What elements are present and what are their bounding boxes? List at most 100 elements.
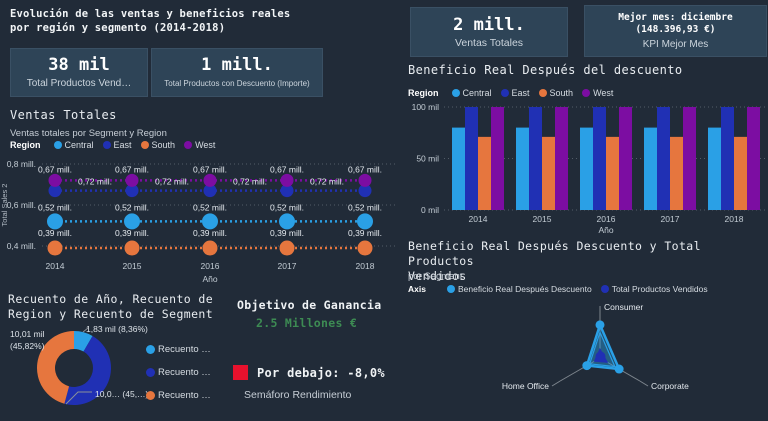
chart-text: 0,52 mill.: [348, 202, 382, 212]
bar-East-2015[interactable]: [529, 107, 542, 210]
data-point-Central[interactable]: [357, 213, 373, 230]
data-point-East[interactable]: [48, 184, 62, 198]
data-point-South[interactable]: [47, 240, 63, 256]
data-point-Central[interactable]: [47, 213, 63, 230]
south-swatch-icon: [140, 141, 149, 149]
bar-Central-2018[interactable]: [708, 127, 721, 210]
data-point-East[interactable]: [358, 184, 372, 198]
bar-Central-2014[interactable]: [452, 127, 465, 210]
bar-South-2014[interactable]: [478, 136, 491, 210]
legend-label: Recuento …: [158, 367, 211, 378]
bar-Central-2017[interactable]: [644, 127, 657, 210]
data-point-West[interactable]: [358, 173, 372, 187]
kpi-value-line2: (148.396,93 €): [635, 24, 716, 35]
radar-point[interactable]: [614, 364, 624, 374]
bar-West-2015[interactable]: [555, 107, 568, 210]
legend-label: West: [195, 140, 216, 150]
chart-text: Año: [202, 274, 217, 284]
data-point-Central[interactable]: [279, 213, 295, 230]
radar-point[interactable]: [595, 320, 605, 330]
chart-text: 2017: [278, 261, 297, 271]
bar-South-2017[interactable]: [670, 136, 683, 210]
bar-East-2017[interactable]: [657, 107, 670, 210]
legend-item-productos[interactable]: Total Productos Vendidos: [600, 284, 708, 294]
bar-West-2017[interactable]: [683, 107, 696, 210]
bar-West-2018[interactable]: [747, 107, 760, 210]
line-chart-subtitle: Ventas totales por Segment y Region: [10, 128, 167, 139]
data-point-West[interactable]: [48, 173, 62, 187]
legend-item-west[interactable]: West: [582, 88, 613, 98]
legend-label: Central: [462, 88, 492, 98]
legend-item-east[interactable]: East: [102, 140, 132, 150]
data-point-West[interactable]: [203, 173, 217, 187]
goal-caption: Semáforo Rendimiento: [244, 389, 352, 401]
bar-East-2016[interactable]: [593, 107, 606, 210]
south-swatch-icon: [146, 391, 155, 400]
pie-label-central: 1,83 mil (8,36%): [86, 324, 148, 334]
legend-label: Recuento …: [158, 390, 211, 401]
central-swatch-icon: [146, 345, 155, 354]
bar-West-2014[interactable]: [491, 107, 504, 210]
data-point-Central[interactable]: [202, 213, 218, 230]
legend-item-west[interactable]: West: [184, 140, 215, 150]
data-point-East[interactable]: [125, 184, 139, 198]
legend-item-recuento-3[interactable]: Recuento …: [146, 390, 211, 401]
bar-South-2016[interactable]: [606, 136, 619, 210]
chart-text: 2014: [46, 261, 65, 271]
bar-East-2014[interactable]: [465, 107, 478, 210]
bar-South-2015[interactable]: [542, 136, 555, 210]
west-swatch-icon: [184, 141, 193, 149]
data-point-West[interactable]: [125, 173, 139, 187]
chart-text: Consumer: [604, 302, 643, 312]
legend-item-south[interactable]: South: [538, 88, 573, 98]
legend-label: Central: [64, 140, 94, 150]
radar-point[interactable]: [595, 351, 606, 362]
kpi-card-discount-products[interactable]: 1 mill. Total Productos con Descuento (I…: [151, 48, 323, 97]
chart-text: Corporate: [651, 381, 689, 391]
donut-chart[interactable]: [0, 322, 230, 421]
chart-text: 0,72 mill.: [233, 176, 267, 186]
chart-text: 0,67 mill.: [348, 165, 382, 175]
legend-item-recuento-2[interactable]: Recuento …: [146, 367, 211, 378]
kpi-card-total-sales[interactable]: 2 mill. Ventas Totales: [410, 7, 568, 57]
bar-East-2018[interactable]: [721, 107, 734, 210]
bar-West-2016[interactable]: [619, 107, 632, 210]
kpi-card-best-month[interactable]: Mejor mes: diciembre (148.396,93 €) KPI …: [584, 5, 767, 57]
chart-text: 2014: [469, 214, 488, 224]
pie-slice[interactable]: [74, 331, 93, 352]
data-point-East[interactable]: [203, 184, 217, 198]
data-point-East[interactable]: [280, 184, 294, 198]
pie-slice[interactable]: [64, 335, 111, 405]
legend-label: East: [113, 140, 132, 150]
legend-item-east[interactable]: East: [500, 88, 530, 98]
goal-value: 2.5 Millones €: [256, 316, 358, 330]
data-point-South[interactable]: [124, 240, 140, 256]
legend-item-south[interactable]: South: [140, 140, 175, 150]
data-point-Central[interactable]: [124, 213, 140, 230]
data-point-South[interactable]: [202, 240, 218, 256]
legend-item-central[interactable]: Central: [451, 88, 492, 98]
donut-legend: Recuento … Recuento … Recuento …: [146, 344, 211, 401]
dashboard-title-line2: por región y segmento (2014-2018): [10, 22, 226, 34]
status-red-square-icon: [233, 365, 248, 380]
pie-slice[interactable]: [36, 331, 74, 404]
bar-South-2018[interactable]: [734, 136, 747, 210]
legend-item-recuento-1[interactable]: Recuento …: [146, 344, 211, 355]
line-chart[interactable]: 0,8 mill. 0,6 mill. 0,4 mill. Total Sales 2…: [0, 155, 400, 295]
data-point-West[interactable]: [280, 173, 294, 187]
radar-point[interactable]: [582, 361, 592, 371]
dashboard-title-line1: Evolución de las ventas y beneficios rea…: [10, 8, 291, 20]
data-point-South[interactable]: [357, 240, 373, 256]
legend-title: Region: [10, 140, 41, 150]
kpi-card-products-sold[interactable]: 38 mil Total Productos Vend…: [10, 48, 148, 97]
radar-chart[interactable]: Consumer Corporate Home Office: [430, 300, 768, 421]
bar-chart[interactable]: 100 mil 50 mil 0 mil 2014 2015 2016 2017 2018 Añ…: [408, 100, 768, 235]
chart-text: 0,67 mill.: [193, 165, 227, 175]
chart-text: 0,67 mill.: [270, 165, 304, 175]
bar-Central-2015[interactable]: [516, 127, 529, 210]
legend-item-central[interactable]: Central: [53, 140, 94, 150]
bar-Central-2016[interactable]: [580, 127, 593, 210]
data-point-South[interactable]: [279, 240, 295, 256]
donut-title-line2: Region y Recuento de Segment: [8, 307, 214, 321]
legend-item-beneficio[interactable]: Beneficio Real Después Descuento: [446, 284, 592, 294]
